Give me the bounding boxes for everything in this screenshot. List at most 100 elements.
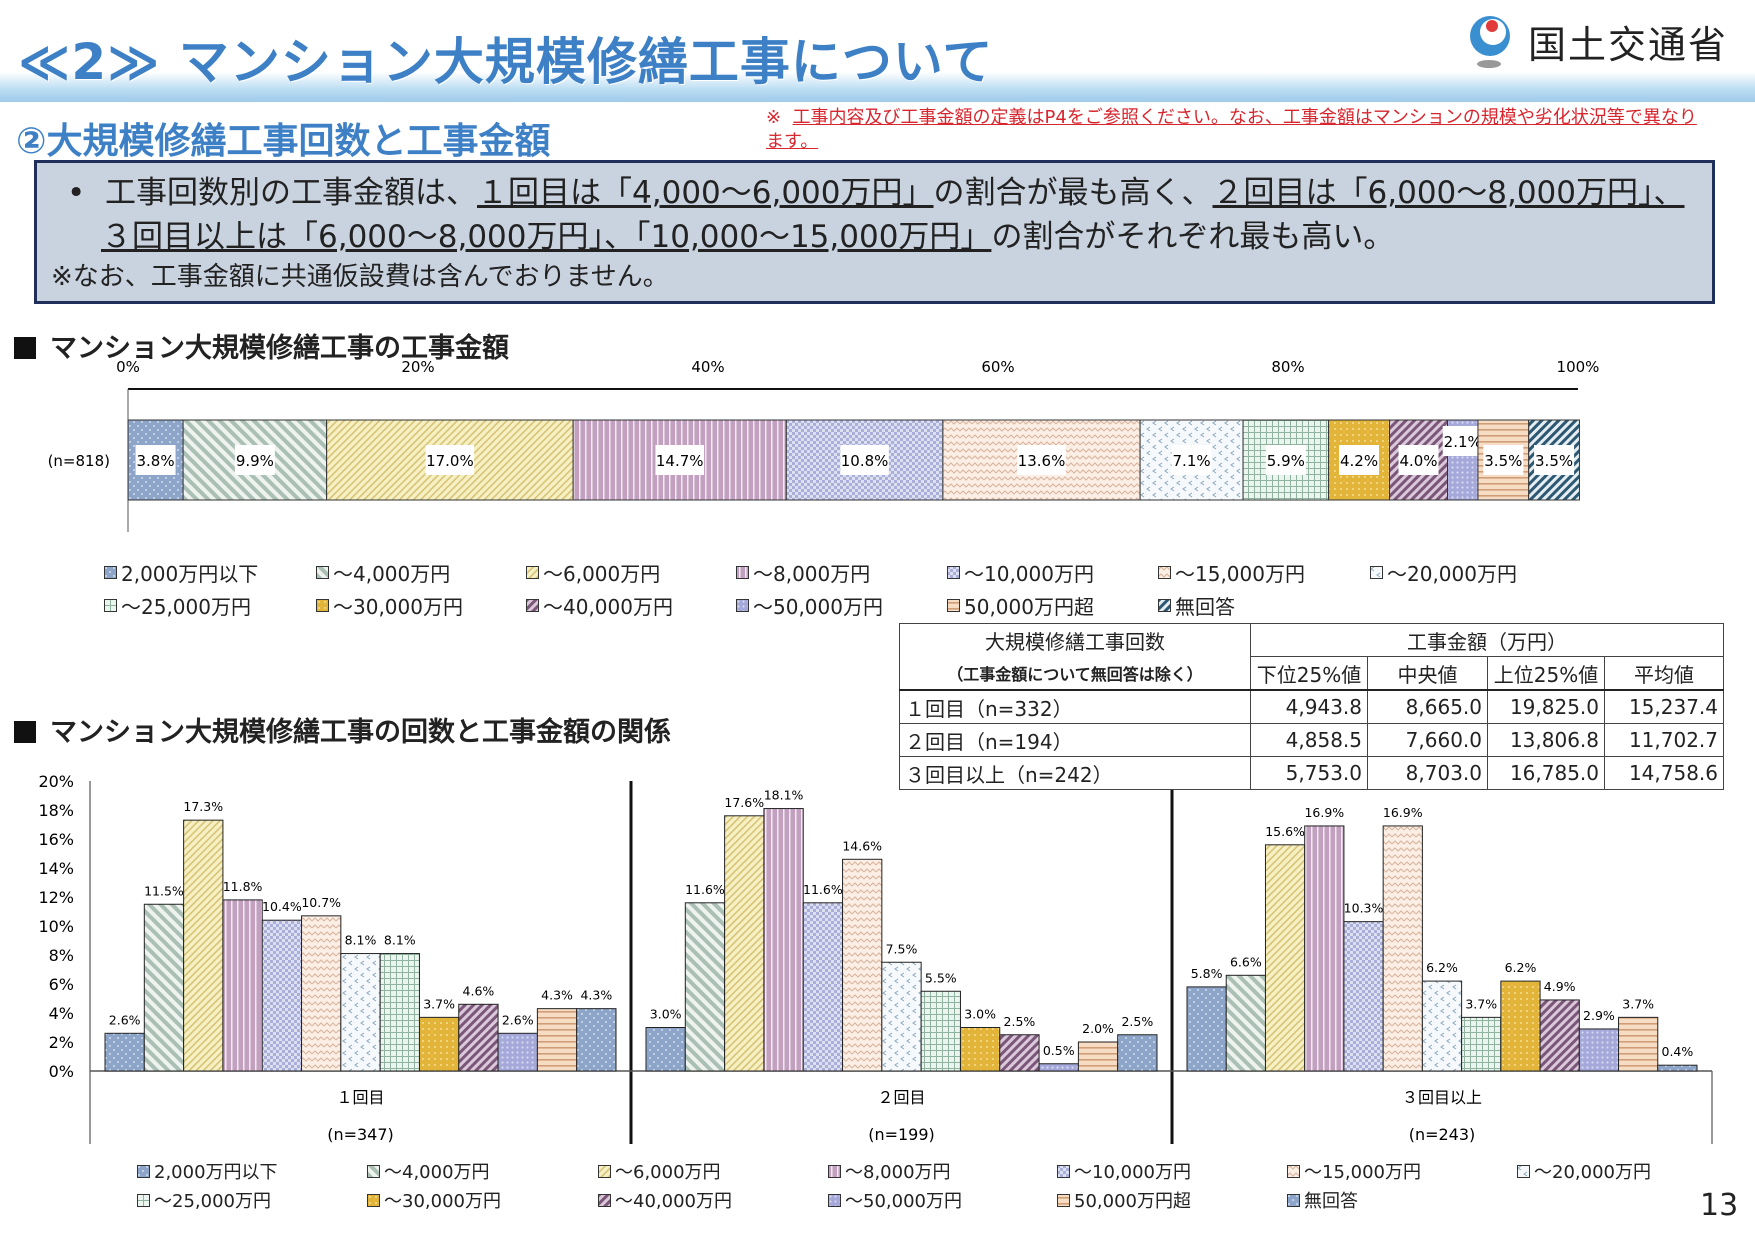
data-label-bg xyxy=(1171,445,1212,475)
table-row: １回目（n=332） 4,943.8 8,665.0 19,825.0 15,2… xyxy=(899,689,1724,724)
legend-swatch-icon xyxy=(526,599,539,612)
bar-data-label: 3.0% xyxy=(650,1007,682,1022)
legend-label: 2,000万円以下 xyxy=(121,562,259,586)
legend-swatch-icon xyxy=(316,566,329,579)
data-label: 13.6% xyxy=(1018,452,1066,470)
bar-data-label: 2.6% xyxy=(502,1012,534,1027)
legend-item: 無回答 xyxy=(1287,1187,1358,1213)
legend-label: 50,000万円超 xyxy=(964,595,1094,619)
bar-data-label: 14.6% xyxy=(842,838,882,853)
legend-swatch-icon xyxy=(137,1164,150,1178)
data-label: 4.2% xyxy=(1340,452,1378,470)
table-col-header: 上位25%値 xyxy=(1487,656,1605,691)
legend-swatch-icon xyxy=(367,1193,380,1207)
summary-text-1: 工事回数別の工事金額は、 xyxy=(105,175,478,211)
bar-2-9 xyxy=(959,1027,1001,1072)
data-label-bg xyxy=(1339,445,1380,475)
x-tick-label: 100% xyxy=(1557,358,1600,376)
bar-data-label: 0.5% xyxy=(1043,1043,1075,1058)
data-label-bg xyxy=(1534,445,1575,475)
table-head-count: 大規模修繕工事回数 xyxy=(899,623,1251,657)
legend-label: ～4,000万円 xyxy=(384,1162,490,1183)
legend-swatch-icon xyxy=(598,1164,611,1178)
summary-footnote: ※なお、工事金額に共通仮設費は含んでおりません。 xyxy=(51,262,669,292)
bar-2-5 xyxy=(802,902,844,1072)
legend-item: 無回答 xyxy=(1158,591,1235,620)
legend-label: ～8,000万円 xyxy=(845,1162,951,1183)
data-label: 3.5% xyxy=(1484,452,1522,470)
legend-label: 2,000万円以下 xyxy=(154,1162,278,1183)
bar-1-8 xyxy=(379,953,420,1072)
legend-label: ～50,000万円 xyxy=(753,595,883,619)
legend-label: 無回答 xyxy=(1304,1191,1358,1212)
legend-item: ～8,000万円 xyxy=(828,1158,951,1184)
bar-data-label: 5.5% xyxy=(925,970,957,985)
header-band xyxy=(0,72,1755,102)
legend-label: ～6,000万円 xyxy=(615,1162,721,1183)
legend-swatch-icon xyxy=(1057,1164,1070,1178)
legend-swatch-icon xyxy=(947,566,960,579)
row-label: ３回目以上（n=242） xyxy=(899,756,1251,790)
legend-item: ～6,000万円 xyxy=(526,558,660,587)
bar-data-label: 3.7% xyxy=(1465,996,1497,1011)
row-label: １回目（n=332） xyxy=(899,689,1251,724)
legend-item: ～15,000万円 xyxy=(1158,558,1305,587)
cell-mean: 14,758.6 xyxy=(1604,756,1724,790)
legend-item: ～50,000万円 xyxy=(828,1187,962,1213)
data-label: 3.8% xyxy=(136,452,174,470)
bar-1-2 xyxy=(143,903,185,1072)
summary-underline-1: １回目は「4,000～6,000万円」 xyxy=(477,175,934,211)
legend-swatch-icon xyxy=(1287,1164,1300,1178)
bar-1-12 xyxy=(536,1008,578,1072)
legend-item: ～40,000万円 xyxy=(526,591,673,620)
y-tick-label: 0% xyxy=(49,1062,74,1081)
y-tick-label: 2% xyxy=(49,1033,74,1052)
bar-data-label: 6.2% xyxy=(1426,960,1458,975)
section-heading-text: マンション大規模修繕工事の回数と工事金額の関係 xyxy=(50,717,671,748)
bar-3-10 xyxy=(1539,999,1580,1072)
legend-item: ～25,000万円 xyxy=(137,1187,271,1213)
bar-data-label: 17.3% xyxy=(183,799,223,814)
legend-label: ～30,000万円 xyxy=(333,595,463,619)
note-text: 工事内容及び工事金額の定義はP4をご参照ください。なお、工事金額はマンションの規… xyxy=(766,107,1697,152)
bar-1-7 xyxy=(340,953,381,1072)
legend-item: ～20,000万円 xyxy=(1370,558,1517,587)
x-tick-label: 40% xyxy=(691,358,724,376)
bar-data-label: 17.6% xyxy=(724,795,764,810)
bullet: • xyxy=(67,175,86,211)
legend-label: ～20,000万円 xyxy=(1534,1162,1651,1183)
y-tick-label: 16% xyxy=(38,830,74,849)
bar-1-3 xyxy=(183,819,224,1072)
bar-data-label: 3.7% xyxy=(423,996,455,1011)
bar-2-12 xyxy=(1077,1041,1119,1072)
bar-data-label: 6.6% xyxy=(1230,954,1262,969)
bar-data-label: 4.6% xyxy=(463,983,495,998)
ministry-logo: 国土交通省 xyxy=(1462,12,1728,70)
data-label: 2.1% xyxy=(1444,433,1482,451)
bar-data-label: 2.0% xyxy=(1082,1021,1114,1036)
cell-lower-quartile: 4,858.5 xyxy=(1250,723,1368,757)
bar-2-13 xyxy=(1117,1034,1158,1072)
legend-item: ～8,000万円 xyxy=(736,558,870,587)
section-subtitle: ②大規模修繕工事回数と工事金額 xyxy=(16,121,551,162)
bar-data-label: 4.3% xyxy=(580,988,612,1003)
legend-label: ～15,000万円 xyxy=(1175,562,1305,586)
legend-item: ～20,000万円 xyxy=(1517,1158,1651,1184)
cell-upper-quartile: 16,785.0 xyxy=(1487,756,1605,790)
x-tick-label: 60% xyxy=(981,358,1014,376)
bar-1-13 xyxy=(576,1008,617,1072)
table-col-header: 下位25%値 xyxy=(1250,656,1368,691)
cell-median: 8,703.0 xyxy=(1367,756,1488,790)
legend-swatch-icon xyxy=(1370,566,1383,579)
bar-2-7 xyxy=(881,961,922,1072)
bar-data-label: 15.6% xyxy=(1265,824,1305,839)
bar-3-4 xyxy=(1304,825,1345,1072)
bar-1-5 xyxy=(261,919,303,1072)
bar-3-11 xyxy=(1578,1028,1620,1072)
category-label: ２回目 xyxy=(877,1088,925,1107)
x-tick-label: 0% xyxy=(116,358,140,376)
logo-text: 国土交通省 xyxy=(1528,22,1729,67)
legend-label: ～6,000万円 xyxy=(543,562,661,586)
legend-item: ～10,000万円 xyxy=(1057,1158,1191,1184)
data-label: 10.8% xyxy=(841,452,889,470)
